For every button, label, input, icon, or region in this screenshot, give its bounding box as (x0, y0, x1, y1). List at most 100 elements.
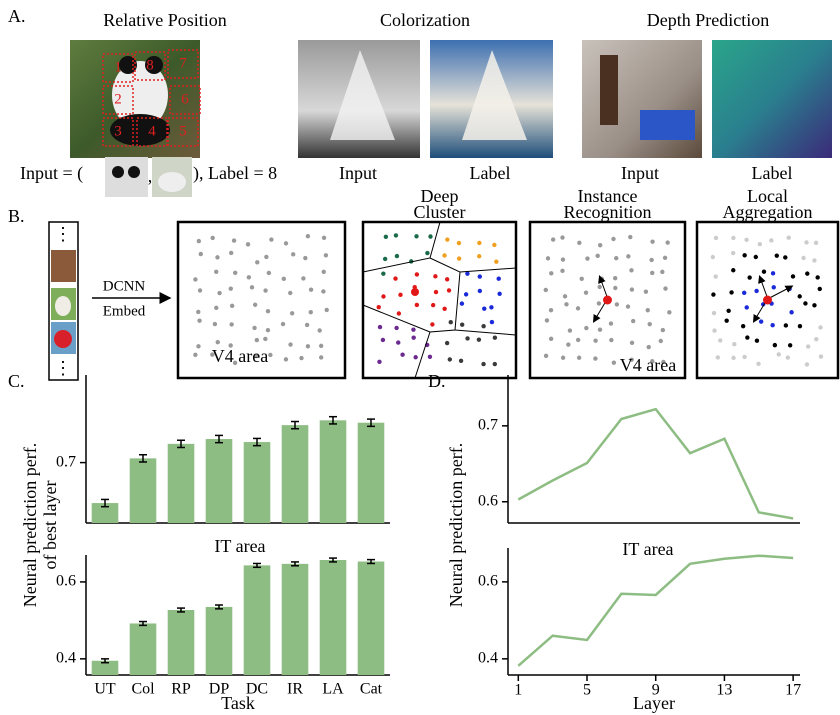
embedding-dot (492, 243, 496, 247)
embedding-dot (415, 272, 419, 276)
arrow-label: DCNN (103, 278, 146, 294)
figure: A.Relative PositionColorizationDepth Pre… (0, 0, 840, 715)
bar (168, 610, 195, 675)
embedding-dot (460, 301, 464, 305)
patch-label: 5 (179, 123, 187, 139)
embedding-dot (448, 357, 452, 361)
x-tick-label: 17 (785, 682, 801, 699)
embedding-dot (266, 309, 270, 313)
embedding-dot (544, 354, 548, 358)
bar (358, 423, 385, 523)
embedding-dot (247, 275, 251, 279)
pull-arrow (760, 276, 768, 298)
embedding-dot (791, 274, 795, 278)
embedding-dot (549, 337, 553, 341)
embedding-dot (490, 320, 494, 324)
embedding-dot (309, 310, 313, 314)
embedding-dot (465, 336, 469, 340)
embedding-dot (783, 255, 787, 259)
line (518, 409, 793, 518)
image-label: Label (470, 163, 511, 183)
embedding-dot (478, 289, 482, 293)
embedding-dot (395, 254, 399, 258)
x-tick-label: Cat (360, 681, 383, 698)
embedding-dot (563, 294, 567, 298)
cluster-boundary (455, 330, 516, 335)
embedding-dot (400, 352, 404, 356)
embedding-dot (758, 242, 762, 246)
embedding-dot (742, 291, 746, 295)
embedding-dot (377, 305, 381, 309)
image-label: Input (339, 163, 377, 183)
embedding-dot (731, 356, 735, 360)
embedding-dot (614, 256, 618, 260)
embedding-dot (381, 271, 385, 275)
panel-label: C. (8, 371, 25, 391)
embedding-dot (615, 302, 619, 306)
y-tick-label: 0.6 (56, 573, 76, 590)
x-tick-label: 13 (716, 682, 732, 699)
embedding-dot (284, 357, 288, 361)
embedding-dot (551, 237, 555, 241)
embedding-dot (230, 304, 234, 308)
embedding-dot (284, 241, 288, 245)
embedding-dot (393, 276, 397, 280)
embedding-dot (577, 356, 581, 360)
embedding-dot (233, 271, 237, 275)
y-axis-label: Neural prediction perf. (446, 443, 466, 607)
image-title: Relative Position (103, 10, 227, 30)
embedding-dot (381, 294, 385, 298)
embedding-dot (769, 238, 773, 242)
embedding-dot (381, 338, 385, 342)
embedding-dot (726, 309, 730, 313)
embedding-dot (447, 288, 451, 292)
embedding-dot (665, 240, 669, 244)
embedding-dot (731, 251, 735, 255)
embedding-dot (814, 337, 818, 341)
embedding-dot (215, 255, 219, 259)
embedding-dot (306, 234, 310, 238)
embedding-dot (325, 308, 329, 312)
embedding-dot (459, 359, 463, 363)
embedding-dot (561, 356, 565, 360)
embedding-dot (744, 238, 748, 242)
embedding-dot (805, 271, 809, 275)
cluster-boundary (460, 268, 516, 272)
bar (206, 607, 233, 675)
embedding-dot (309, 288, 313, 292)
embedding-dot (801, 256, 805, 260)
embedding-dot (377, 360, 381, 364)
embedding-dot (713, 274, 717, 278)
embedding-dot (481, 362, 485, 366)
embedding-dot (481, 324, 485, 328)
embedding-dot (613, 286, 617, 290)
embedding-dot (494, 259, 498, 263)
embedding-dot (742, 355, 746, 359)
embedding-dot (457, 256, 461, 260)
patch-label: 1 (114, 59, 122, 75)
embedding-dot (644, 290, 648, 294)
embedding-dot (756, 362, 760, 366)
embedding-dot (584, 290, 588, 294)
embedding-dot (319, 355, 323, 359)
embedding-dot (798, 294, 802, 298)
embedding-dot (477, 337, 481, 341)
embedding-dot (255, 338, 259, 342)
embedding-dot (478, 274, 482, 278)
cluster-boundary (363, 222, 440, 272)
query-point (603, 296, 612, 305)
embedding-dot (397, 311, 401, 315)
embedding-dot (580, 277, 584, 281)
embedding-dot (394, 233, 398, 237)
embedding-dot (268, 353, 272, 357)
embedding-dot (428, 355, 432, 359)
chart-title: IT area (622, 539, 673, 559)
arrow-label: Embed (103, 303, 146, 319)
embedding-dot (433, 274, 437, 278)
embedding-dot (566, 342, 570, 346)
embedding-dot (546, 256, 550, 260)
embedding-dot (199, 252, 203, 256)
embedding-dot (745, 335, 749, 339)
embedding-dot (593, 339, 597, 343)
embedding-dot (718, 338, 722, 342)
